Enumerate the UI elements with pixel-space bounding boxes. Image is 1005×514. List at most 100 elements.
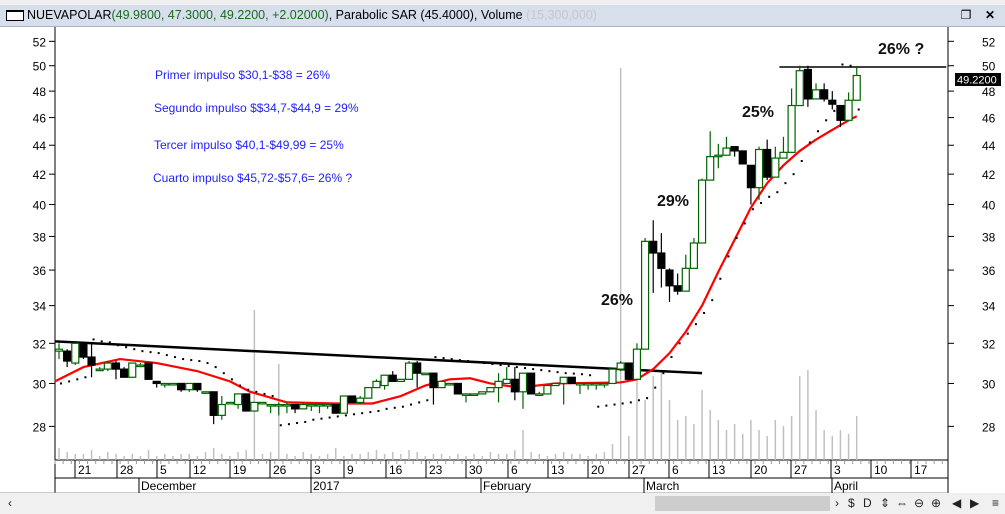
x-tick-label: 5 [160, 463, 167, 477]
sar-dot [450, 358, 453, 361]
candle-body [673, 285, 682, 292]
candle-body [738, 150, 747, 165]
y-tick-label-left: 44 [33, 139, 47, 153]
sar-dot [60, 382, 62, 385]
candle-body [852, 74, 861, 101]
sar-dot [784, 182, 787, 185]
candle-body [746, 164, 756, 189]
y-tick-label-right: 52 [982, 35, 996, 49]
candle-body [160, 382, 169, 386]
candle-body [543, 384, 552, 395]
candle-body [136, 364, 145, 368]
indicator-list: , Parabolic SAR (45.4000), Volume [328, 8, 523, 22]
zoom-in-icon[interactable]: ⊕ [931, 496, 942, 510]
candle-body [54, 348, 64, 352]
sar-dot [336, 415, 339, 418]
candle-body [193, 382, 202, 391]
scroll-left-button[interactable]: ‹ [8, 496, 12, 510]
pct-label-3: 25% [742, 104, 774, 121]
candle [852, 65, 861, 101]
candle [193, 382, 202, 392]
month-label: December [141, 479, 196, 493]
restore-icon[interactable]: ❐ [960, 8, 972, 22]
candle [274, 402, 283, 416]
zoom-out-icon[interactable]: ⊖ [914, 496, 925, 510]
scroll-back-icon[interactable]: ◀ [952, 496, 962, 510]
y-tick-label-left: 46 [33, 112, 47, 126]
candle-body [95, 368, 104, 372]
sar-dot [296, 422, 299, 425]
x-tick-label: 6 [672, 463, 679, 477]
sar-dot [401, 405, 404, 408]
y-tick-label-right: 28 [982, 420, 996, 434]
candle [706, 131, 715, 181]
candle-body [111, 362, 121, 370]
sar-dot [662, 372, 665, 375]
candle-body [380, 374, 389, 387]
candle-body [233, 393, 243, 406]
candle [803, 65, 812, 107]
scroll-right-button[interactable]: › [835, 496, 839, 510]
x-tick-label: 27 [794, 463, 808, 477]
candle-body [779, 151, 788, 159]
candle-body [372, 380, 381, 389]
candle-body [315, 403, 324, 407]
x-tick-label: 23 [429, 463, 443, 477]
y-tick-label-left: 48 [33, 85, 47, 99]
candle [250, 401, 259, 412]
candle [217, 396, 226, 420]
candle [640, 238, 650, 350]
y-tick-label-right: 50 [982, 60, 996, 74]
candle [567, 376, 576, 385]
menu-icon[interactable]: ≡ [992, 496, 1000, 510]
candle [79, 341, 88, 360]
sar-dot [141, 350, 144, 353]
price-scale-button[interactable]: $ [848, 496, 855, 510]
vertical-zoom-icon[interactable]: ⇕ [880, 496, 891, 510]
candle-body [640, 240, 650, 350]
candle [461, 393, 471, 403]
sar-dot [800, 159, 803, 162]
period-button[interactable]: D [863, 496, 872, 510]
candle-body [250, 401, 259, 412]
sar-dot [198, 360, 201, 363]
scroll-forward-icon[interactable]: ▶ [970, 496, 980, 510]
candle-body [600, 382, 609, 386]
sar-dot [100, 340, 103, 343]
candle [364, 387, 373, 399]
candle-body [502, 378, 511, 385]
sar-dot [369, 411, 372, 414]
sar-dot [230, 378, 233, 381]
candle-body [201, 391, 210, 394]
sar-dot [776, 191, 779, 194]
symbol-name: NUEVAPOLAR [27, 8, 112, 22]
horizontal-scrollbar-thumb[interactable] [655, 496, 830, 511]
candle-body [437, 380, 446, 389]
window-icon [6, 10, 24, 21]
sar-dot [206, 362, 209, 365]
sar-dot [304, 420, 307, 423]
sar-dot [491, 363, 494, 366]
sar-dot [255, 390, 258, 393]
x-tick-label: 13 [551, 463, 565, 477]
candle [811, 83, 821, 100]
close-icon[interactable]: ✕ [984, 8, 996, 22]
sar-dot [564, 372, 567, 375]
candle [836, 104, 845, 128]
candle [478, 391, 487, 395]
candle [689, 238, 699, 269]
candle-body [714, 154, 723, 158]
month-label: April [834, 479, 858, 493]
percent-labels: 26% 29% 25% 26% ? [601, 41, 924, 309]
sar-dot [841, 63, 844, 66]
note-primer-impulso: Primer impulso $30,1-$38 = 26% [155, 68, 330, 82]
candle [177, 382, 186, 392]
sar-dot [149, 351, 152, 354]
candle-body [185, 382, 194, 391]
candle-body [453, 382, 462, 395]
candle [323, 403, 332, 409]
sar-dot [572, 372, 575, 375]
horizontal-zoom-icon[interactable]: ⇔ [896, 496, 908, 510]
candle [665, 268, 674, 302]
